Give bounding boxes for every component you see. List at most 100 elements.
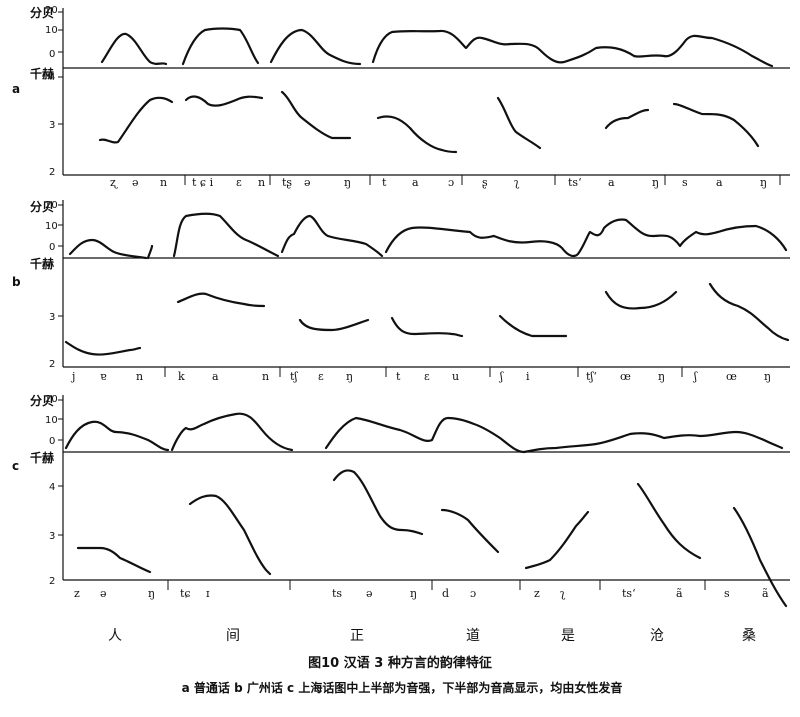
intensity-tick-0: 0 xyxy=(49,242,55,253)
panel-c: 分贝 20 10 0 千赫 c 4 3 2 z ə ŋ tɕ ɪ ts ə xyxy=(12,393,790,608)
phone: t xyxy=(382,176,387,189)
phone: k xyxy=(178,370,185,383)
intensity-unit-label: 分贝 xyxy=(30,393,54,408)
phone: tʃ xyxy=(290,370,298,383)
pitch-unit-label: 千赫 xyxy=(30,256,54,271)
phone: ə xyxy=(100,587,107,600)
panel-a: 分贝 20 10 0 千赫 a 4 3 2 ʐ ə n t xyxy=(12,5,790,189)
phone: tɕ xyxy=(180,587,191,600)
phone: ʅ xyxy=(560,587,566,600)
phone: u xyxy=(452,370,459,383)
phone: ɔ xyxy=(470,587,476,600)
phone: ə xyxy=(366,587,373,600)
phone: ʃ xyxy=(498,370,504,383)
phone: ɛ xyxy=(318,370,324,383)
phone: ŋ xyxy=(148,587,155,600)
phone: ə xyxy=(132,176,139,189)
panel-label-b: b xyxy=(12,275,21,289)
character: 正 xyxy=(350,628,364,644)
intensity-tick-10: 10 xyxy=(45,25,58,36)
phone: t ɕ i xyxy=(192,176,214,189)
phone: ə xyxy=(304,176,311,189)
phone: s xyxy=(682,176,688,189)
phone: ɔ xyxy=(448,176,454,189)
pitch-tick-3: 3 xyxy=(49,531,55,542)
phone: ʅ xyxy=(514,176,520,189)
phone: j xyxy=(70,370,75,383)
phone: n xyxy=(160,176,167,189)
pitch-curve xyxy=(98,90,760,154)
pitch-tick-2: 2 xyxy=(49,167,55,178)
character: 是 xyxy=(561,628,575,644)
phone: ŋ xyxy=(410,587,417,600)
pitch-unit-label: 千赫 xyxy=(30,66,54,81)
character-row: 人 间 正 道 是 沧 桑 xyxy=(108,627,756,644)
phone: tsʻ xyxy=(568,176,582,189)
intensity-tick-20: 20 xyxy=(45,5,58,16)
pitch-tick-4: 4 xyxy=(49,482,55,493)
phonetic-row-b: j ɐ n k a n tʃ ɛ ŋ t ɛ u ʃ i tʃʻ œ ŋ ʃ œ… xyxy=(70,370,771,383)
phone: n xyxy=(262,370,269,383)
intensity-tick-20: 20 xyxy=(45,200,58,211)
pitch-curve xyxy=(76,469,788,608)
phone: œ xyxy=(620,370,631,383)
intensity-unit-label: 分贝 xyxy=(30,5,54,20)
phone: i xyxy=(526,370,530,383)
pitch-tick-2: 2 xyxy=(49,576,55,587)
phone: ŋ xyxy=(346,370,353,383)
figure-subtitle: a 普通话 b 广州话 c 上海话图中上半部为音强，下半部为音高显示，均由女性发… xyxy=(182,680,623,695)
phone: tʂ xyxy=(282,176,292,189)
phone: a xyxy=(212,370,219,383)
intensity-curve xyxy=(68,212,788,260)
pitch-unit-label: 千赫 xyxy=(30,450,54,465)
phone: ɐ xyxy=(100,370,107,383)
phone: ʃ xyxy=(692,370,698,383)
intensity-curve xyxy=(64,412,784,454)
intensity-tick-10: 10 xyxy=(45,415,58,426)
phone: ŋ xyxy=(652,176,659,189)
character: 道 xyxy=(466,628,480,644)
phonetic-row-a: ʐ ə n t ɕ i ɛ n tʂ ə ŋ t a ɔ ʂ ʅ tsʻ a ŋ… xyxy=(110,176,767,189)
phone: œ xyxy=(726,370,737,383)
phone: ts xyxy=(332,587,342,600)
phone: ʂ xyxy=(482,176,488,189)
pitch-curve xyxy=(64,282,790,356)
phone: d xyxy=(442,587,449,600)
panel-b: 分贝 20 10 0 千赫 b 3 2 j ɐ n k a n tʃ ɛ ŋ xyxy=(12,199,790,383)
pitch-tick-2: 2 xyxy=(49,359,55,370)
phone: ɛ xyxy=(236,176,242,189)
phone: tʃʻ xyxy=(586,370,597,383)
character: 沧 xyxy=(650,627,664,644)
phone: t xyxy=(396,370,401,383)
phone: s xyxy=(724,587,730,600)
phone: ɪ xyxy=(206,587,210,600)
pitch-tick-3: 3 xyxy=(49,120,55,131)
intensity-curve xyxy=(100,27,774,68)
phone: z xyxy=(74,587,80,600)
phone: ã xyxy=(676,587,683,600)
phone: ʐ xyxy=(110,176,118,189)
phone: ŋ xyxy=(764,370,771,383)
phone: tsʻ xyxy=(622,587,636,600)
phone: a xyxy=(412,176,419,189)
phone: ŋ xyxy=(760,176,767,189)
character: 桑 xyxy=(742,628,756,644)
phone: ŋ xyxy=(344,176,351,189)
character: 间 xyxy=(226,628,240,644)
phone: ã xyxy=(762,587,769,600)
figure-title: 图10 汉语 3 种方言的韵律特征 xyxy=(308,655,492,671)
character: 人 xyxy=(108,628,122,644)
phone: ɛ xyxy=(424,370,430,383)
pitch-tick-4: 4 xyxy=(49,72,55,83)
panel-label-a: a xyxy=(12,82,20,96)
intensity-tick-10: 10 xyxy=(45,221,58,232)
intensity-tick-0: 0 xyxy=(49,436,55,447)
intensity-tick-20: 20 xyxy=(45,394,58,405)
phone: a xyxy=(608,176,615,189)
phone: z xyxy=(534,587,540,600)
intensity-tick-0: 0 xyxy=(49,49,55,60)
phone: a xyxy=(716,176,723,189)
pitch-tick-3: 3 xyxy=(49,312,55,323)
phone: ŋ xyxy=(658,370,665,383)
